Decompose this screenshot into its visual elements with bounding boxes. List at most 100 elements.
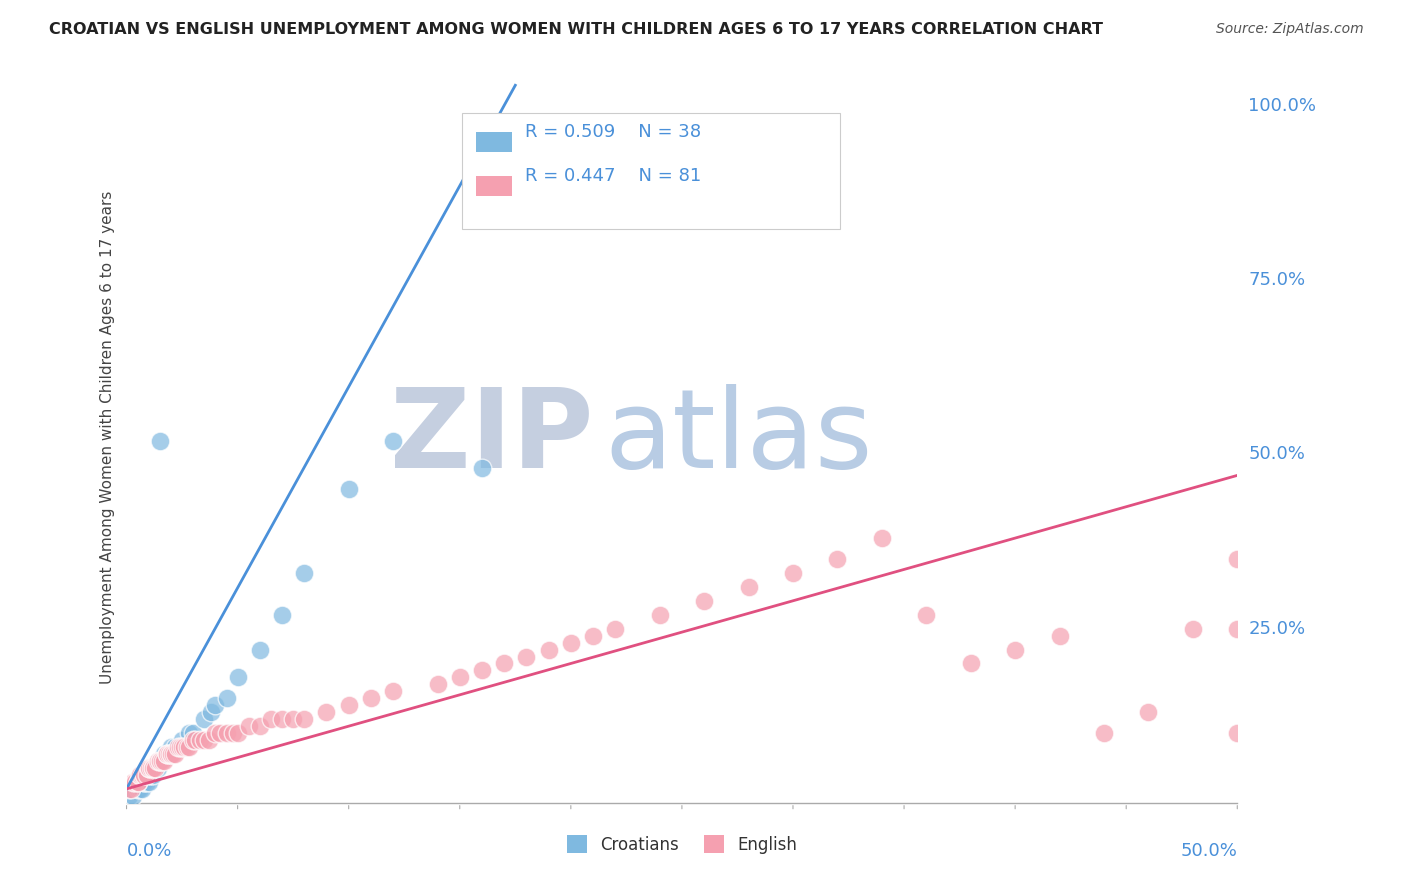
Point (188, 733, 211, 747)
Point (150, 754, 173, 768)
Point (281, 712, 304, 726)
Point (150, 754, 173, 768)
Point (915, 607, 938, 622)
Point (197, 733, 219, 747)
Point (122, 775, 145, 789)
Point (605, 622, 627, 636)
Point (149, 434, 172, 448)
Point (176, 740, 198, 755)
Point (215, 726, 238, 740)
Point (153, 747, 176, 761)
Point (145, 761, 167, 775)
Point (139, 768, 162, 782)
Text: CROATIAN VS ENGLISH UNEMPLOYMENT AMONG WOMEN WITH CHILDREN AGES 6 TO 17 YEARS CO: CROATIAN VS ENGLISH UNEMPLOYMENT AMONG W… (49, 22, 1104, 37)
Text: atlas: atlas (605, 384, 873, 491)
Point (271, 712, 294, 726)
Point (145, 761, 167, 775)
Point (582, 629, 605, 643)
Text: R = 0.509    N = 38: R = 0.509 N = 38 (526, 123, 702, 141)
Text: 50.0%: 50.0% (1249, 445, 1305, 464)
Point (1226, 726, 1249, 740)
Point (204, 726, 226, 740)
Point (693, 594, 716, 608)
Point (249, 642, 271, 657)
Point (184, 733, 207, 747)
Point (173, 740, 195, 755)
Point (155, 747, 177, 761)
Point (382, 434, 405, 448)
Point (494, 657, 516, 671)
Point (1092, 726, 1115, 740)
Point (471, 461, 494, 475)
Point (238, 719, 260, 733)
Point (118, 789, 141, 803)
Bar (477, 132, 512, 152)
Point (1137, 705, 1160, 719)
Point (127, 775, 149, 789)
Point (142, 761, 165, 775)
Point (1049, 629, 1071, 643)
Point (160, 740, 183, 755)
Point (149, 754, 172, 768)
Point (127, 781, 149, 796)
Point (181, 726, 204, 740)
Point (215, 691, 238, 706)
Point (120, 781, 142, 796)
Point (172, 733, 194, 747)
Point (204, 698, 226, 713)
Point (127, 775, 149, 789)
Point (145, 761, 167, 775)
Point (382, 684, 405, 698)
Point (193, 712, 215, 726)
Point (135, 775, 157, 789)
Text: 25.0%: 25.0% (1249, 620, 1306, 638)
Point (138, 761, 160, 775)
Point (208, 726, 231, 740)
Point (166, 740, 188, 755)
Point (118, 781, 141, 796)
Point (146, 761, 169, 775)
Point (648, 607, 671, 622)
Point (135, 768, 157, 782)
Point (138, 761, 160, 775)
Point (160, 747, 183, 761)
Point (177, 740, 200, 755)
Point (177, 726, 200, 740)
Point (134, 775, 156, 789)
Point (271, 607, 294, 622)
Point (360, 691, 382, 706)
Point (124, 775, 146, 789)
Point (249, 719, 271, 733)
Point (537, 642, 560, 657)
Point (193, 733, 215, 747)
Point (134, 768, 156, 782)
Point (560, 635, 582, 649)
Point (146, 754, 169, 768)
Point (128, 781, 150, 796)
Point (128, 768, 150, 782)
FancyBboxPatch shape (463, 113, 839, 228)
Point (172, 740, 194, 755)
Point (131, 768, 153, 782)
Point (165, 747, 187, 761)
Point (155, 747, 177, 761)
Point (160, 747, 183, 761)
Point (471, 664, 494, 678)
Point (292, 566, 315, 580)
Point (142, 761, 165, 775)
Point (1226, 552, 1249, 566)
Text: 0.0%: 0.0% (127, 842, 172, 860)
Point (337, 698, 360, 713)
Point (155, 747, 177, 761)
Point (134, 768, 156, 782)
Point (737, 580, 759, 594)
Point (162, 747, 184, 761)
Text: 50.0%: 50.0% (1181, 842, 1237, 860)
Point (449, 670, 471, 684)
Point (181, 733, 204, 747)
Point (959, 657, 981, 671)
Bar (477, 176, 512, 195)
Point (128, 768, 150, 782)
Point (426, 677, 449, 691)
Text: ZIP: ZIP (389, 384, 593, 491)
